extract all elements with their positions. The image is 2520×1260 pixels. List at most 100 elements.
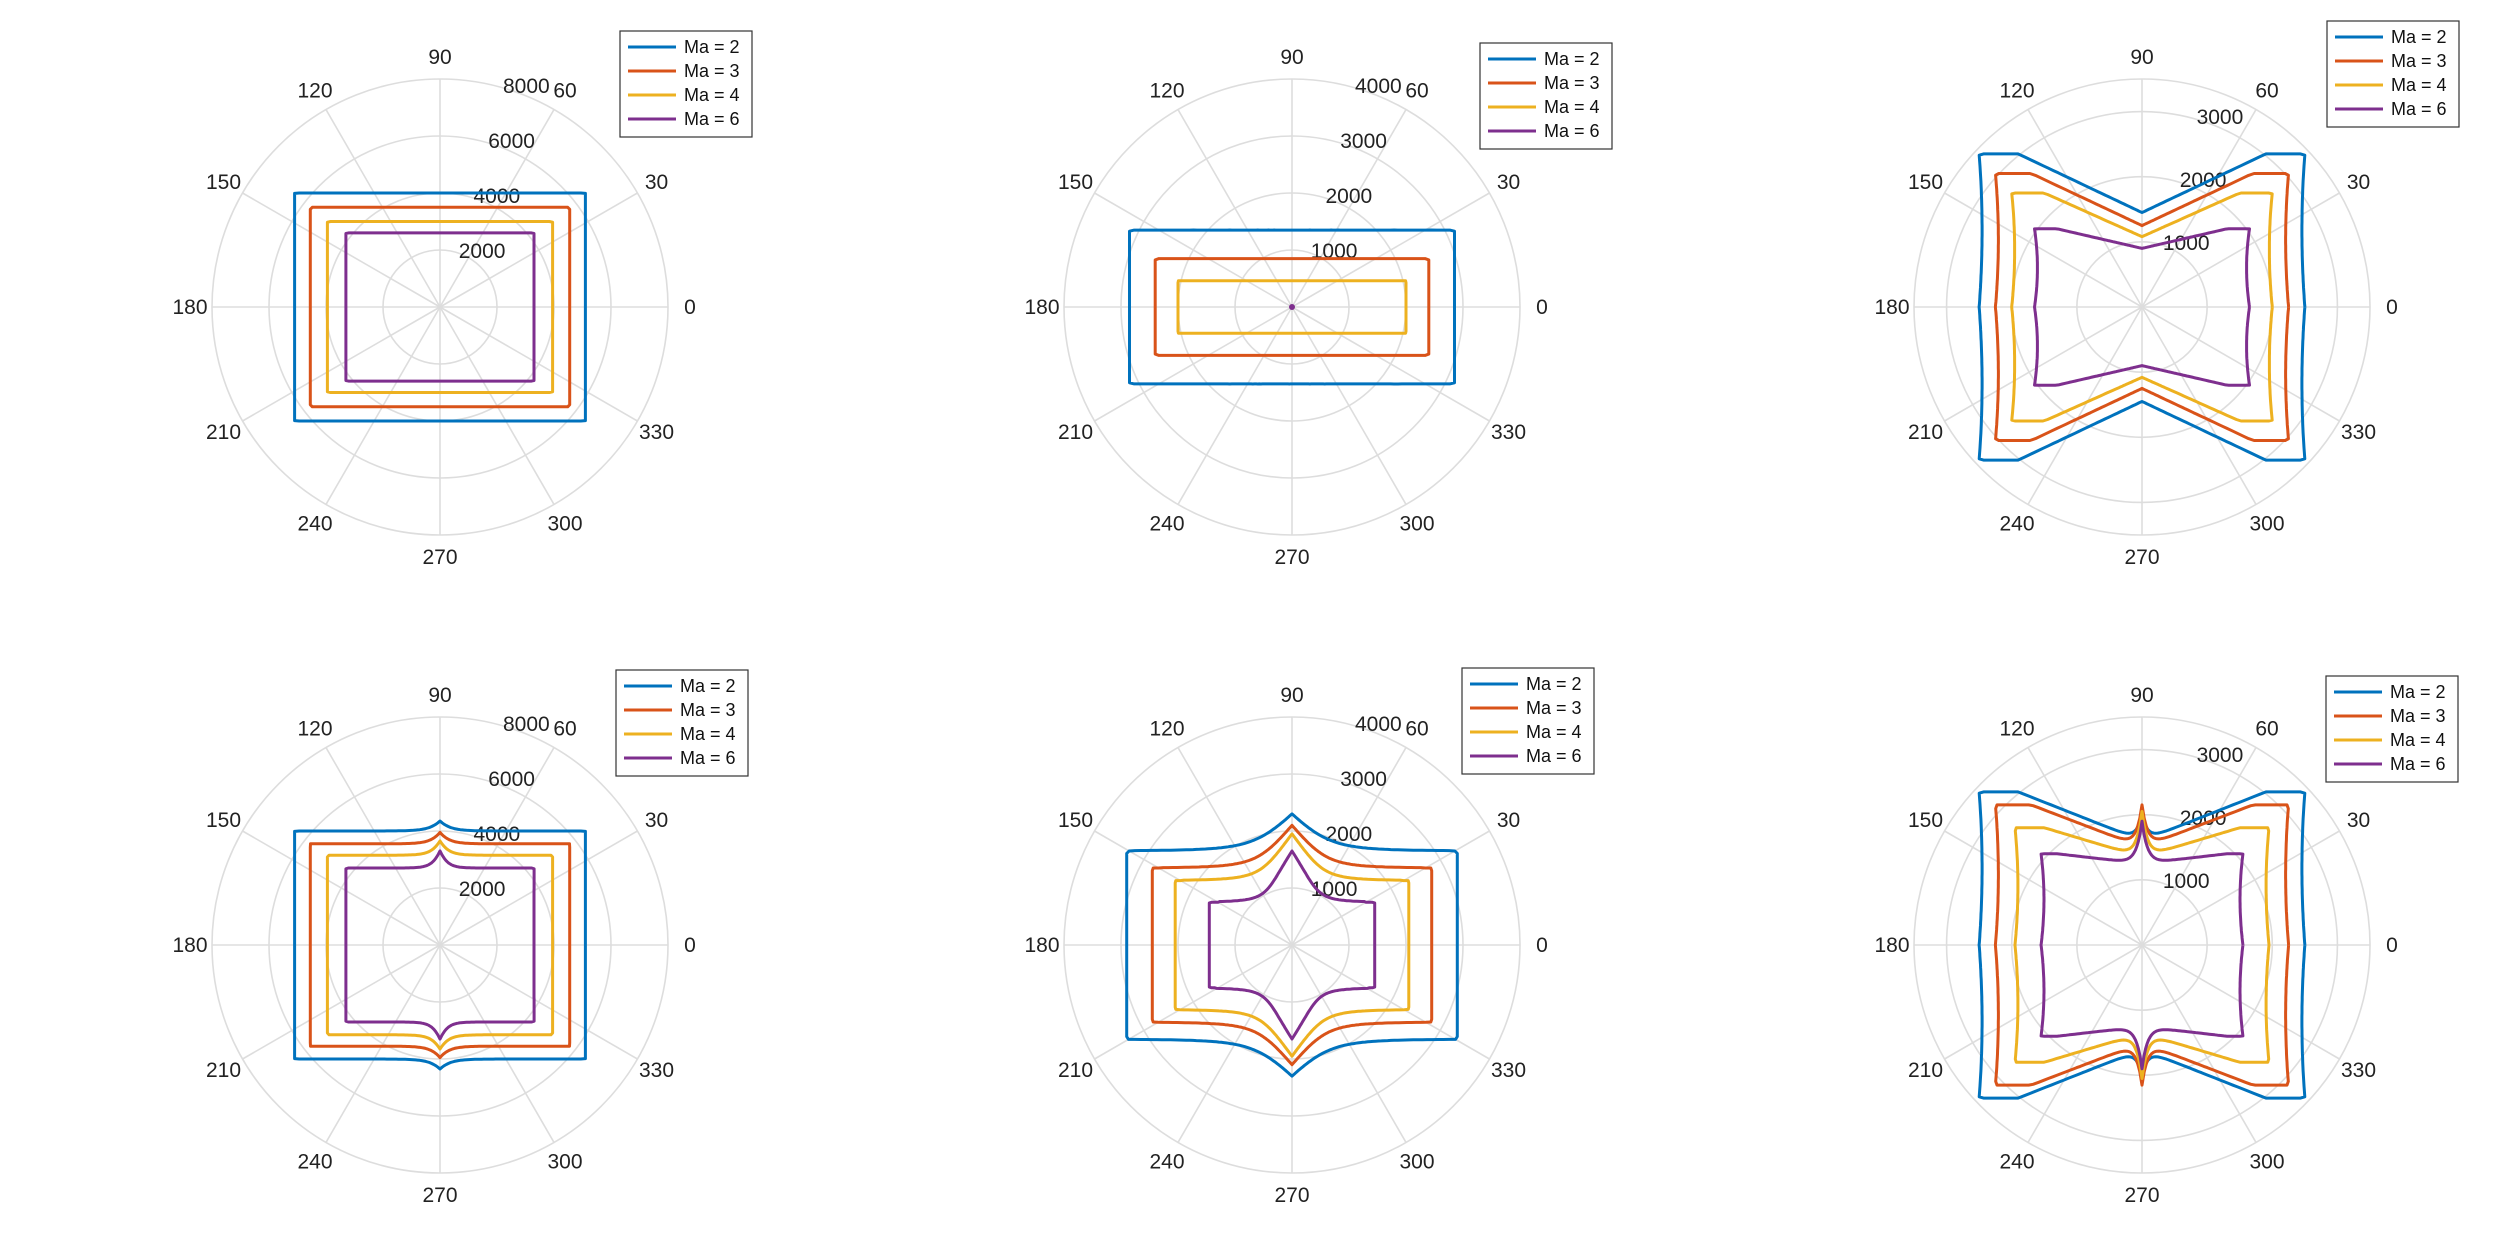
radial-tick-label: 4000 bbox=[474, 185, 521, 208]
angle-tick-label: 180 bbox=[172, 934, 207, 957]
grid-spoke bbox=[439, 944, 555, 1143]
legend-entry: Ma = 3 bbox=[680, 700, 736, 720]
angle-tick-label: 240 bbox=[1999, 1151, 2034, 1174]
angle-tick-label: 30 bbox=[645, 809, 668, 832]
grid-spoke bbox=[439, 306, 638, 422]
grid-spoke bbox=[325, 747, 441, 946]
angle-tick-label: 270 bbox=[2124, 1184, 2159, 1207]
angle-tick-label: 150 bbox=[1058, 171, 1093, 194]
angle-tick-label: 150 bbox=[206, 171, 241, 194]
series-line-ma-2 bbox=[1128, 228, 1456, 386]
angle-tick-label: 330 bbox=[639, 1059, 674, 1082]
grid-spoke bbox=[439, 944, 638, 1060]
polar-chart-2: 0306090120150180210240270300330100020003… bbox=[1024, 42, 1613, 569]
grid-spoke bbox=[1944, 306, 2143, 422]
series-line-ma-6 bbox=[344, 231, 536, 383]
series-line-ma-6 bbox=[344, 849, 536, 1041]
series-line-ma-3 bbox=[1150, 823, 1434, 1067]
radial-tick-label: 1000 bbox=[2163, 232, 2210, 255]
radial-tick-label: 3000 bbox=[2197, 106, 2244, 129]
series-line-ma-3 bbox=[308, 830, 572, 1060]
series-line-ma-3 bbox=[1153, 257, 1431, 357]
polar-grid bbox=[211, 78, 669, 536]
angle-tick-label: 330 bbox=[2341, 1059, 2376, 1082]
polar-chart-4: 0 30 60 90 120 150 180 210 240 270 300 330 2000 4000 6… bbox=[172, 669, 749, 1207]
legend-entry: Ma = 2 bbox=[1526, 674, 1582, 694]
polar-grid bbox=[1913, 78, 2371, 536]
grid-spoke bbox=[242, 830, 441, 946]
angle-tick-label: 150 bbox=[1908, 171, 1943, 194]
angle-tick-label: 90 bbox=[2130, 46, 2153, 69]
polar-grid bbox=[211, 716, 669, 1174]
series-line-ma-6 bbox=[1207, 849, 1377, 1041]
angle-tick-label: 330 bbox=[2341, 421, 2376, 444]
polar-chart-1: 0 30 60 90 120 150 180 210 240 270 300 330 2000 4000 6… bbox=[172, 30, 753, 569]
grid-spoke bbox=[2141, 747, 2257, 946]
series-line-ma-3 bbox=[1993, 803, 2291, 1087]
grid-spoke bbox=[1291, 306, 1407, 505]
radial-tick-label: 2000 bbox=[459, 878, 506, 901]
legend-entry: Ma = 4 bbox=[1544, 97, 1600, 117]
angle-tick-label: 330 bbox=[1491, 1059, 1526, 1082]
angle-tick-label: 150 bbox=[1908, 809, 1943, 832]
radial-tick-label: 1000 bbox=[2163, 870, 2210, 893]
series-line-ma-2 bbox=[1977, 152, 2307, 462]
angle-tick-label: 30 bbox=[1497, 809, 1520, 832]
angle-tick-label: 210 bbox=[1058, 1059, 1093, 1082]
angle-tick-label: 330 bbox=[639, 421, 674, 444]
angle-tick-label: 240 bbox=[297, 513, 332, 536]
angle-tick-label: 240 bbox=[1149, 1151, 1184, 1174]
grid-spoke bbox=[1291, 192, 1490, 308]
grid-spoke bbox=[2141, 109, 2257, 308]
angle-tick-label: 150 bbox=[206, 809, 241, 832]
legend-entry: Ma = 6 bbox=[2390, 754, 2446, 774]
series-line-ma-6 bbox=[1289, 304, 1295, 310]
angle-tick-label: 210 bbox=[206, 1059, 241, 1082]
series-line-ma-2 bbox=[1125, 812, 1459, 1078]
series-line-ma-4 bbox=[325, 839, 555, 1051]
grid-spoke bbox=[1177, 109, 1293, 308]
angle-tick-label: 60 bbox=[553, 717, 576, 740]
grid-spoke bbox=[439, 747, 555, 946]
radial-tick-label: 3000 bbox=[1340, 768, 1387, 791]
radial-tick-label: 8000 bbox=[503, 75, 550, 98]
angle-tick-label: 90 bbox=[428, 46, 451, 69]
angle-tick-label: 300 bbox=[2249, 1151, 2284, 1174]
series-line-ma-4 bbox=[325, 220, 555, 394]
legend-entry: Ma = 3 bbox=[2391, 51, 2447, 71]
legend-entry: Ma = 2 bbox=[684, 37, 740, 57]
grid-spoke bbox=[242, 944, 441, 1060]
grid-spoke bbox=[2141, 944, 2257, 1143]
polar-grid bbox=[1063, 78, 1521, 536]
series-line-ma-6 bbox=[2039, 819, 2245, 1071]
series-line-ma-2 bbox=[293, 191, 587, 423]
grid-spoke bbox=[242, 192, 441, 308]
angle-tick-label: 180 bbox=[1874, 296, 1909, 319]
radial-tick-label: 3000 bbox=[1340, 130, 1387, 153]
legend: Ma = 2 Ma = 3 Ma = 4 Ma = 6 bbox=[619, 30, 753, 138]
grid-spoke bbox=[1291, 830, 1490, 946]
radial-tick-label: 6000 bbox=[488, 130, 535, 153]
polar-chart-3: 0 30 60 90 120 150 180 210 240 270 300 330 1000 2000 3… bbox=[1874, 20, 2460, 569]
legend-entry: Ma = 3 bbox=[684, 61, 740, 81]
angle-tick-label: 30 bbox=[2347, 809, 2370, 832]
angle-tick-label: 180 bbox=[1024, 934, 1059, 957]
angle-tick-label: 30 bbox=[645, 171, 668, 194]
grid-spoke bbox=[1291, 306, 1490, 422]
angle-tick-label: 60 bbox=[2255, 717, 2278, 740]
grid-spoke bbox=[2141, 306, 2257, 505]
angle-tick-label: 0 bbox=[684, 934, 696, 957]
angle-tick-label: 180 bbox=[1874, 934, 1909, 957]
legend: Ma = 2 Ma = 3 Ma = 4 Ma = 6 bbox=[2326, 20, 2460, 128]
radial-tick-label: 6000 bbox=[488, 768, 535, 791]
legend-entry: Ma = 2 bbox=[680, 676, 736, 696]
angle-tick-label: 270 bbox=[1274, 546, 1309, 569]
angle-tick-label: 60 bbox=[2255, 79, 2278, 102]
angle-tick-label: 270 bbox=[2124, 546, 2159, 569]
grid-spoke bbox=[439, 192, 638, 308]
angle-tick-label: 210 bbox=[1058, 421, 1093, 444]
angle-tick-label: 0 bbox=[1536, 934, 1548, 957]
angle-tick-label: 300 bbox=[547, 1151, 582, 1174]
series-line-ma-3 bbox=[308, 205, 572, 409]
